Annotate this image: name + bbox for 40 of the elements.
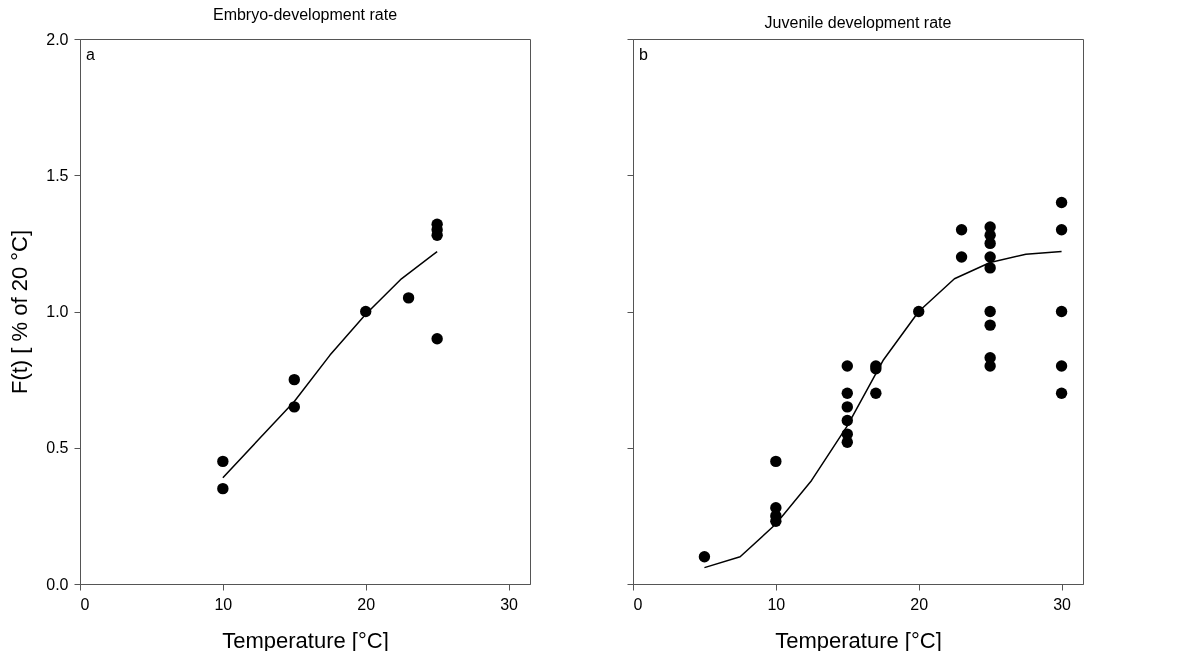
- x-tick-label: 10: [767, 595, 786, 613]
- point: [402, 292, 415, 304]
- point: [955, 224, 968, 236]
- point: [841, 387, 853, 399]
- point: [1055, 360, 1068, 372]
- point: [984, 319, 996, 331]
- x-tick-label: 30: [1053, 595, 1072, 613]
- point: [984, 305, 996, 318]
- point: [1055, 196, 1068, 209]
- point: [288, 373, 300, 386]
- x-tick-label: 0: [80, 595, 90, 613]
- point: [770, 455, 782, 468]
- point: [841, 401, 853, 413]
- y-tick-label: 0.0: [46, 575, 69, 593]
- point: [1055, 224, 1068, 236]
- x-tick-label: 30: [500, 595, 519, 613]
- point: [1055, 387, 1068, 399]
- point: [984, 251, 996, 263]
- annotation: b: [639, 46, 648, 63]
- y-tick-label: 2.0: [46, 30, 69, 48]
- y-axis-title: F(t) [ % of 20 °C]: [7, 229, 33, 395]
- y-tick-label: 1.0: [46, 303, 69, 320]
- point: [217, 482, 229, 495]
- line-series: [222, 250, 438, 479]
- x-tick-label: 0: [633, 595, 643, 613]
- point: [1055, 305, 1068, 318]
- point: [870, 387, 882, 399]
- chart-title: Juvenile development rate: [764, 13, 952, 31]
- x-tick-label: 10: [214, 595, 233, 613]
- point: [698, 551, 711, 563]
- point: [217, 455, 229, 468]
- x-tick-label: 20: [910, 595, 929, 613]
- point: [841, 360, 853, 372]
- point: [431, 333, 443, 345]
- x-tick-label: 20: [357, 595, 376, 613]
- point: [955, 251, 968, 263]
- annotation: a: [86, 46, 95, 63]
- y-tick-label: 1.5: [46, 166, 69, 184]
- y-tick-label: 0.5: [46, 439, 69, 457]
- chart-title: Embryo-development rate: [212, 6, 398, 23]
